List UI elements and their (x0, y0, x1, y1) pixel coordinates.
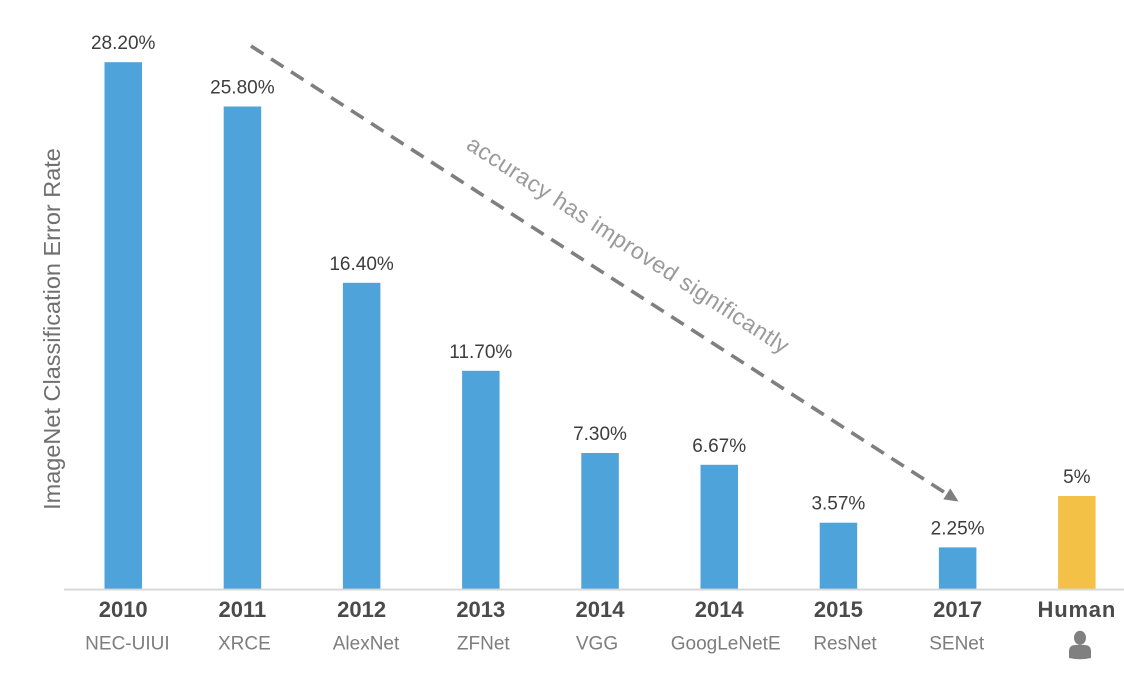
svg-text:3.57%: 3.57% (811, 494, 865, 515)
svg-text:ResNet: ResNet (813, 634, 877, 655)
svg-text:2015: 2015 (814, 597, 863, 622)
svg-text:2014: 2014 (695, 597, 745, 622)
svg-text:accuracy has improved signific: accuracy has improved significantly (462, 130, 794, 358)
svg-text:XRCE: XRCE (218, 634, 271, 655)
svg-text:2010: 2010 (99, 597, 148, 622)
svg-text:7.30%: 7.30% (573, 424, 627, 445)
svg-text:NEC-UIUI: NEC-UIUI (85, 634, 169, 655)
svg-text:2013: 2013 (456, 597, 505, 622)
svg-text:2017: 2017 (933, 597, 982, 622)
svg-text:ImageNet Classification Error: ImageNet Classification Error Rate (39, 148, 65, 510)
svg-text:AlexNet: AlexNet (333, 634, 400, 655)
svg-text:2011: 2011 (219, 597, 267, 622)
svg-text:2.25%: 2.25% (931, 518, 985, 539)
svg-text:16.40%: 16.40% (329, 254, 394, 275)
svg-text:2014: 2014 (576, 597, 626, 622)
svg-text:2012: 2012 (337, 597, 386, 622)
svg-text:Human: Human (1038, 597, 1117, 622)
svg-text:25.80%: 25.80% (210, 78, 275, 99)
svg-text:ZFNet: ZFNet (457, 634, 511, 655)
svg-text:11.70%: 11.70% (449, 342, 512, 363)
svg-text:GoogLeNetE: GoogLeNetE (671, 634, 781, 655)
svg-text:VGG: VGG (576, 634, 618, 655)
svg-text:6.67%: 6.67% (692, 436, 746, 457)
svg-text:28.20%: 28.20% (91, 33, 156, 54)
svg-text:SENet: SENet (929, 634, 985, 655)
svg-text:5%: 5% (1063, 467, 1091, 488)
